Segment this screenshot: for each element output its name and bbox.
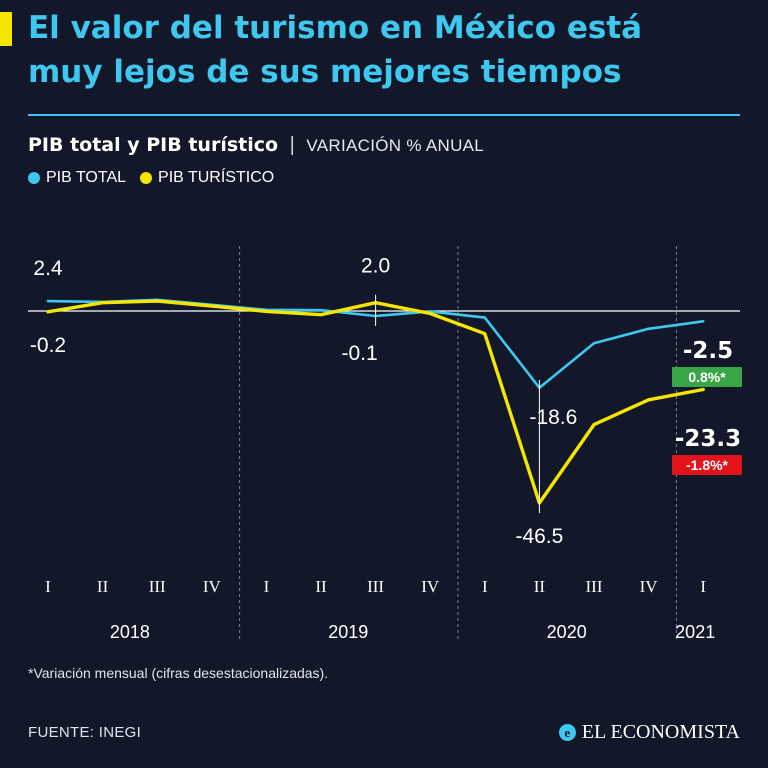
year-label: 2021 (675, 622, 715, 642)
series-line-tourism (46, 299, 705, 505)
subtitle-secondary: VARIACIÓN % ANUAL (306, 136, 485, 155)
x-tick-label: II (315, 577, 327, 596)
x-tick-label: III (367, 577, 384, 596)
end-value-label-total: -2.5 (683, 338, 733, 364)
change-badge-text-tourism: -1.8%* (686, 457, 729, 473)
point-label: 2.4 (33, 257, 63, 280)
end-value-label-tourism: -23.3 (675, 426, 741, 452)
title-accent-bar (0, 12, 12, 46)
x-tick-label: III (586, 577, 603, 596)
brand-mark-icon: e (558, 724, 576, 741)
title-line-1: El valor del turismo en México está (28, 10, 643, 46)
x-tick-label: IV (421, 577, 440, 596)
point-label: 2.0 (361, 255, 390, 278)
legend-item-total: PIB TOTAL (28, 169, 126, 187)
x-tick-label: I (45, 577, 51, 596)
subtitle-separator: | (289, 134, 295, 156)
change-badge-tourism (672, 455, 742, 475)
brand-name: EL ECONOMISTA (581, 721, 740, 743)
source-note: FUENTE: INEGI (28, 724, 142, 741)
chart-legend: PIB TOTAL PIB TURÍSTICO (28, 169, 288, 187)
x-tick-label: IV (640, 577, 659, 596)
legend-dot-tourism-icon (140, 172, 153, 184)
chart-subtitle: PIB total y PIB turístico | VARIACIÓN % … (28, 134, 484, 157)
change-badge-text-total: 0.8%* (688, 369, 726, 385)
year-label: 2020 (547, 622, 587, 642)
legend-item-tourism: PIB TURÍSTICO (140, 169, 274, 187)
brand-logo: e EL ECONOMISTA (558, 721, 740, 744)
point-label: -46.5 (515, 525, 563, 548)
x-tick-label: I (700, 577, 706, 596)
x-tick-label: II (534, 577, 546, 596)
year-label: 2018 (110, 622, 150, 642)
point-label: -0.1 (342, 342, 378, 365)
footnote: *Variación mensual (cifras desestacional… (28, 665, 329, 681)
page-title: El valor del turismo en México está muy … (28, 6, 748, 94)
change-badge-total (672, 367, 742, 387)
legend-label-tourism: PIB TURÍSTICO (158, 169, 275, 186)
legend-label-total: PIB TOTAL (46, 169, 127, 186)
title-line-2: muy lejos de sus mejores tiempos (28, 54, 622, 90)
title-divider (28, 114, 740, 116)
point-label: -18.6 (529, 406, 577, 429)
x-tick-label: I (482, 577, 488, 596)
legend-dot-total-icon (28, 172, 40, 184)
x-tick-label: II (97, 577, 109, 596)
subtitle-main: PIB total y PIB turístico (28, 134, 279, 156)
point-label: -0.2 (30, 334, 66, 357)
x-tick-label: IV (203, 577, 222, 596)
x-tick-label: I (264, 577, 270, 596)
year-label: 2019 (328, 622, 368, 642)
x-tick-label: III (149, 577, 166, 596)
